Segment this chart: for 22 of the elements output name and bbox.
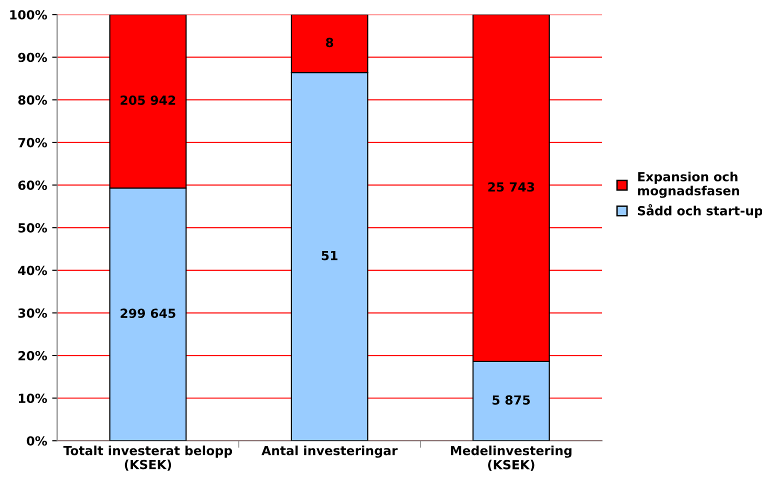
annotation: 5 875 [492,395,530,405]
x-tick-label: Antal investeringar [262,446,398,458]
annotation: 25 743 [488,182,534,192]
legend-label: Expansion och mognadsfasen [638,172,740,198]
y-tick-label: 80% [18,95,48,105]
annotation: 299 645 [120,308,176,318]
y-tick-label: 40% [18,266,48,276]
y-tick-label: 100% [10,10,48,20]
y-tick-label: 50% [18,223,48,233]
y-tick-label: 0% [26,436,48,446]
annotation: 51 [322,250,338,260]
x-tick-label: Totalt investerat belopp (KSEK) [63,446,232,471]
y-tick-label: 20% [18,350,48,360]
annotation: 8 [326,38,334,48]
y-tick-label: 60% [18,180,48,190]
y-tick-label: 70% [18,138,48,148]
legend-label: Sådd och start-up [638,204,762,218]
y-tick-label: 30% [18,308,48,318]
y-tick-label: 10% [18,394,48,404]
x-tick-label: Medelinvestering (KSEK) [451,446,572,471]
annotation: 205 942 [120,96,176,105]
y-tick-label: 90% [18,52,48,62]
